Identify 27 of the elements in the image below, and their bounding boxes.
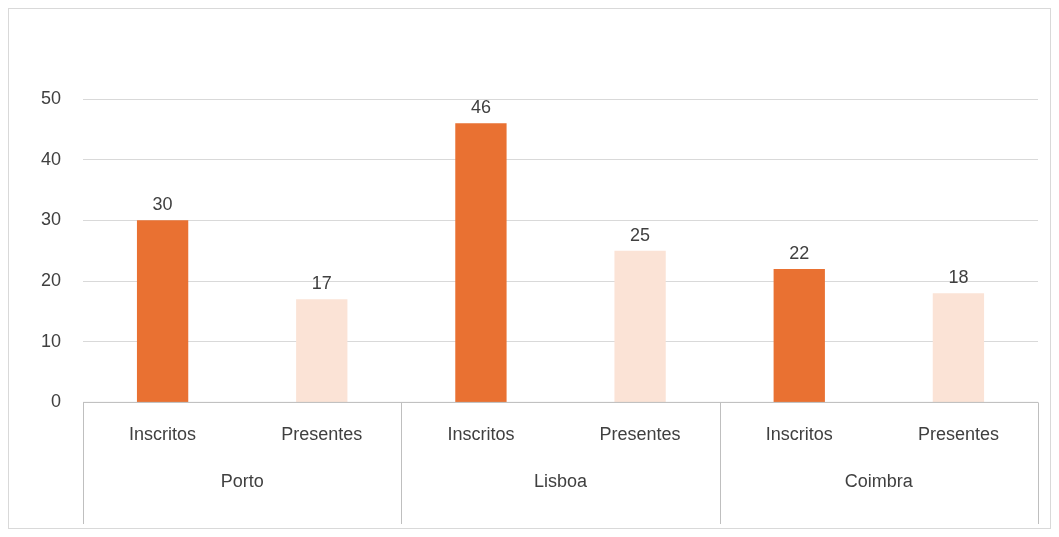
x-tick-label: Presentes xyxy=(599,424,681,445)
data-label: 46 xyxy=(470,97,491,118)
x-tick-label: Inscritos xyxy=(447,424,515,445)
bar xyxy=(455,123,507,402)
y-tick-label: 40 xyxy=(40,148,62,169)
data-label: 30 xyxy=(152,194,173,215)
y-tick-label: 50 xyxy=(40,87,62,108)
text: Porto xyxy=(220,471,264,492)
text: Coimbra xyxy=(844,471,914,492)
bar xyxy=(136,220,189,402)
bar xyxy=(932,293,985,402)
bar xyxy=(614,250,666,402)
text: Lisboa xyxy=(533,471,589,492)
x-tick-label: Presentes xyxy=(281,424,363,445)
data-label: 18 xyxy=(948,267,969,288)
x-tick-label: Inscritos xyxy=(129,424,197,445)
y-tick-label: 20 xyxy=(40,270,62,291)
data-label: 25 xyxy=(630,224,651,245)
bar xyxy=(296,299,348,402)
x-tick-label: Inscritos xyxy=(765,424,833,445)
data-label: 22 xyxy=(789,242,810,263)
y-tick-label: 10 xyxy=(40,330,62,351)
bar xyxy=(773,268,825,402)
x-tick-label: Presentes xyxy=(917,424,999,445)
y-tick-label: 0 xyxy=(51,391,62,412)
data-label: 17 xyxy=(311,273,332,294)
y-tick-label: 30 xyxy=(40,209,62,230)
